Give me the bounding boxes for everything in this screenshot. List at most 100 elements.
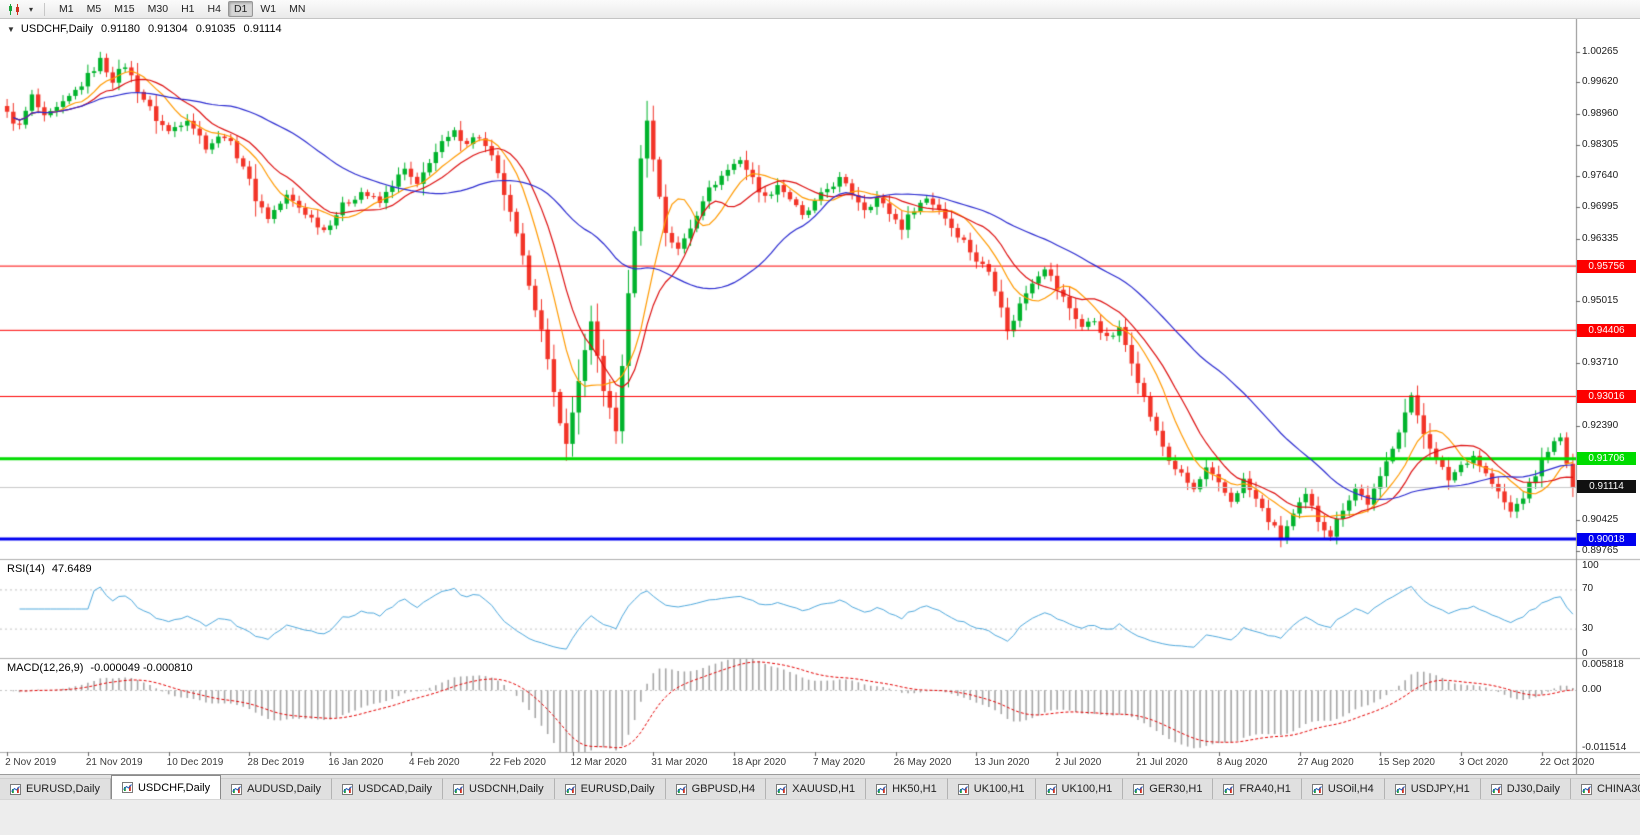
chart-tab-icon — [121, 782, 133, 793]
chart-tab-icon — [1045, 783, 1057, 795]
price-axis-tick: 0.98305 — [1582, 138, 1619, 150]
chart-tab-label: USDCAD,Daily — [358, 783, 433, 795]
ohlc-open: 0.91180 — [101, 23, 140, 35]
macd-axis-tick: -0.011514 — [1582, 742, 1627, 753]
time-axis-label: 7 May 2020 — [812, 757, 866, 768]
chart-tab-label: HK50,H1 — [892, 783, 937, 795]
chart-tab[interactable]: USDCNH,Daily — [443, 778, 555, 799]
chart-type-dropdown-caret-icon[interactable]: ▾ — [29, 4, 34, 14]
timeframe-button-h4[interactable]: H4 — [207, 3, 221, 15]
level-price-badge: 0.91706 — [1577, 452, 1636, 466]
time-axis-label: 22 Oct 2020 — [1539, 757, 1595, 768]
collapse-arrow-icon[interactable]: ▼ — [7, 24, 15, 34]
level-price-badge: 0.93016 — [1577, 389, 1636, 403]
chart-tab-label: USDCHF,Daily — [137, 781, 211, 794]
level-price-badge: 0.94406 — [1577, 323, 1636, 337]
time-axis-label: 8 Aug 2020 — [1216, 757, 1268, 768]
price-axis-tick: 0.93710 — [1582, 357, 1619, 369]
chart-tab-label: UK100,H1 — [973, 783, 1025, 795]
chart-tab-label: CHINA300,H1 — [1596, 783, 1640, 795]
chart-tab-label: EURUSD,Daily — [580, 783, 655, 795]
rsi-axis-tick: 70 — [1582, 583, 1594, 595]
time-axis-label: 4 Feb 2020 — [408, 757, 460, 768]
chart-tab[interactable]: USDCAD,Daily — [332, 778, 444, 799]
chart-tab-label: USDJPY,H1 — [1410, 783, 1470, 795]
chart-tab[interactable]: USOil,H4 — [1301, 778, 1385, 799]
chart-tab[interactable]: FRA40,H1 — [1213, 778, 1302, 799]
chart-tab-label: UK100,H1 — [1061, 783, 1113, 795]
timeframe-button-w1[interactable]: W1 — [260, 3, 277, 15]
time-axis-label: 26 May 2020 — [893, 757, 952, 768]
chart-tab[interactable]: AUDUSD,Daily — [221, 778, 333, 799]
chart-tab-icon — [1394, 783, 1406, 795]
price-axis-tick: 0.96995 — [1582, 201, 1619, 213]
time-axis-label: 21 Jul 2020 — [1135, 757, 1188, 768]
chart-tab-label: GBPUSD,H4 — [691, 783, 756, 795]
price-axis-tick: 0.95015 — [1582, 295, 1619, 307]
chart-tab[interactable]: HK50,H1 — [866, 778, 948, 799]
timeframe-button-m15[interactable]: M15 — [114, 3, 135, 15]
rsi-axis-tick: 30 — [1582, 622, 1594, 634]
chart-region: ▼ USDCHF,Daily 0.91180 0.91304 0.91035 0… — [0, 19, 1640, 774]
level-price-badge: 0.95756 — [1577, 259, 1636, 273]
time-axis-label: 13 Jun 2020 — [974, 757, 1030, 768]
price-axis-tick: 1.00265 — [1582, 45, 1619, 57]
price-axis-tick: 0.99620 — [1582, 76, 1619, 88]
chart-tab-icon — [1133, 783, 1145, 795]
chart-tab[interactable]: USDCHF,Daily — [110, 775, 222, 799]
chart-tab-icon — [1223, 783, 1235, 795]
timeframe-button-m30[interactable]: M30 — [147, 3, 169, 15]
chart-tab-icon — [10, 783, 21, 795]
chart-tab-icon — [957, 783, 969, 795]
chart-tab[interactable]: USDJPY,H1 — [1384, 778, 1481, 799]
ohlc-close: 0.91114 — [243, 23, 282, 35]
price-axis-tick: 0.89765 — [1582, 545, 1619, 557]
macd-pane-label: MACD(12,26,9) -0.000049 -0.000810 — [7, 662, 193, 674]
chart-tab-label: USOil,H4 — [1327, 783, 1374, 795]
chart-type-icon[interactable] — [5, 2, 24, 17]
chart-symbol: USDCHF,Daily — [20, 23, 94, 35]
chart-tab-icon — [1580, 783, 1592, 795]
time-axis-label: 27 Aug 2020 — [1297, 757, 1354, 768]
level-price-badge: 0.90018 — [1577, 532, 1636, 546]
chart-tab-label: FRA40,H1 — [1239, 783, 1291, 795]
chart-tab[interactable]: EURUSD,Daily — [554, 778, 666, 799]
chart-tab[interactable]: GER30,H1 — [1123, 778, 1214, 799]
chart-tab[interactable]: GBPUSD,H4 — [665, 778, 767, 799]
timeframe-button-h1[interactable]: H1 — [181, 3, 195, 15]
chart-tab[interactable]: EURUSD,Daily — [0, 778, 111, 799]
time-axis-label: 15 Sep 2020 — [1378, 757, 1435, 768]
timeframe-button-m1[interactable]: M1 — [59, 3, 74, 15]
price-axis-tick: 0.98960 — [1582, 107, 1619, 119]
chart-tab-label: EURUSD,Daily — [26, 783, 100, 795]
price-axis-tick: 0.90425 — [1582, 513, 1619, 525]
price-axis-tick: 0.96335 — [1582, 232, 1619, 244]
rsi-axis-tick: 100 — [1582, 560, 1599, 571]
current-price-badge: 0.91114 — [1577, 480, 1636, 494]
chart-tab[interactable]: XAUUSD,H1 — [766, 778, 867, 799]
timeframe-button-mn[interactable]: MN — [289, 3, 306, 15]
chart-tab-icon — [776, 783, 788, 795]
chart-tab-label: DJ30,Daily — [1506, 783, 1560, 795]
price-chart-canvas[interactable] — [0, 19, 1640, 774]
time-axis-label: 18 Apr 2020 — [732, 757, 787, 768]
chart-tab[interactable]: UK100,H1 — [1035, 778, 1124, 799]
chart-tab[interactable]: CHINA300,H1 — [1570, 778, 1640, 799]
top-toolbar: ▾ M1 M5 M15 M30 H1 H4 D1 W1 MN — [0, 0, 1640, 19]
macd-axis-tick: 0.00 — [1582, 684, 1602, 696]
bottom-filler — [0, 799, 1640, 835]
chart-tab[interactable]: DJ30,Daily — [1480, 778, 1571, 799]
rsi-axis-tick: 0 — [1582, 648, 1588, 659]
timeframe-button-d1[interactable]: D1 — [227, 1, 254, 17]
macd-axis-tick: 0.005818 — [1582, 659, 1624, 670]
chart-tab-icon — [342, 783, 354, 795]
chart-tab-icon — [453, 783, 465, 795]
time-axis-label: 10 Dec 2019 — [166, 757, 224, 768]
chart-tab[interactable]: UK100,H1 — [947, 778, 1036, 799]
time-axis-label: 2 Nov 2019 — [5, 757, 57, 768]
chart-tabs-bar: EURUSD,Daily USDCHF,Daily AUDUSD,Daily USDC… — [0, 774, 1640, 799]
toolbar-separator — [44, 2, 46, 16]
timeframe-button-m5[interactable]: M5 — [86, 3, 102, 15]
time-axis-label: 16 Jan 2020 — [328, 757, 384, 768]
macd-current-values: -0.000049 -0.000810 — [90, 662, 193, 674]
